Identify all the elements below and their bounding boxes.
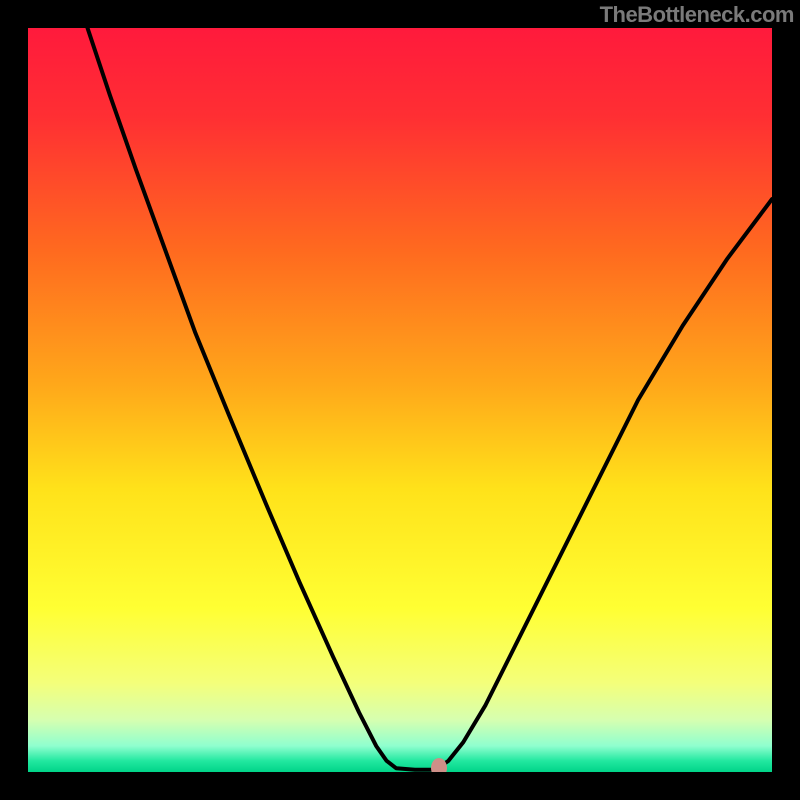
watermark-text: TheBottleneck.com (600, 2, 794, 28)
plot-frame (0, 0, 800, 800)
bottleneck-curve (28, 28, 772, 772)
plot-area (28, 28, 772, 772)
optimum-marker (431, 758, 447, 772)
